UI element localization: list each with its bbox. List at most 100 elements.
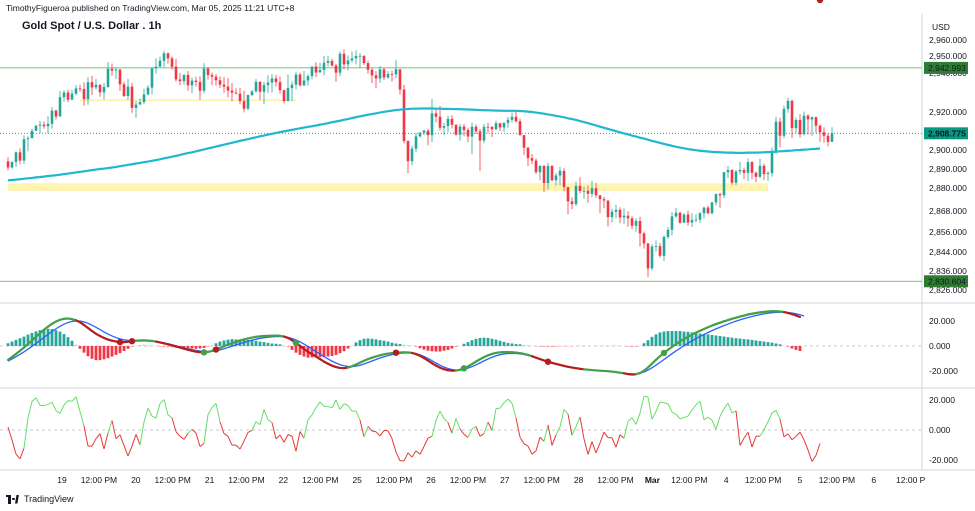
oscillator-segment [79, 411, 85, 427]
momentum-histogram-bar [122, 346, 126, 351]
candle-body [134, 104, 138, 108]
oscillator-segment [719, 408, 725, 417]
candle-body [62, 92, 66, 98]
oscillator-segment [83, 426, 89, 447]
oscillator-segment [215, 403, 221, 423]
momentum-histogram-bar [250, 340, 254, 346]
candle-body [94, 84, 98, 88]
oscillator-segment [255, 421, 261, 426]
candle-body [482, 126, 486, 141]
oscillator-segment [143, 407, 149, 423]
oscillator-segment [475, 426, 481, 437]
momentum-histogram-bar [538, 346, 542, 347]
momentum-histogram-bar [442, 346, 446, 351]
oscillator-segment [515, 417, 521, 438]
momentum-histogram-bar [50, 329, 54, 346]
momentum-histogram-bar [462, 343, 466, 346]
candle-body [182, 74, 186, 82]
oscillator-segment [599, 431, 605, 444]
momentum-histogram-bar [170, 346, 174, 348]
candle-body [214, 76, 218, 81]
candle-body [486, 126, 490, 128]
candle-body [266, 82, 270, 86]
candle-body [30, 130, 34, 139]
oscillator-segment [535, 437, 541, 451]
momentum-histogram-bar [22, 336, 26, 346]
time-tick-label: 20 [131, 475, 141, 485]
oscillator-segment [51, 402, 57, 411]
oscillator-segment [443, 418, 449, 424]
momentum-histogram-bar [642, 343, 646, 346]
candle-body [286, 88, 290, 102]
momentum-histogram-bar [722, 336, 726, 346]
momentum-histogram-bar [650, 336, 654, 346]
oscillator-segment [455, 418, 461, 430]
candle-body [498, 123, 502, 128]
candle-body [230, 90, 234, 93]
candle-body [386, 73, 390, 78]
momentum-histogram-bar [426, 346, 430, 351]
oscillator-segment [235, 444, 241, 450]
candle-body [406, 141, 410, 162]
momentum-cross-dot [816, 0, 824, 4]
candle-body [522, 135, 526, 148]
time-tick-label: 4 [724, 475, 729, 485]
oscillator-segment [11, 439, 17, 455]
momentum-histogram-bar [218, 341, 222, 346]
momentum-histogram-bar [266, 342, 270, 346]
momentum-histogram-bar [186, 346, 190, 349]
momentum-histogram-bar [562, 346, 566, 347]
oscillator-segment [411, 450, 417, 458]
momentum-histogram-bar [754, 340, 758, 346]
oscillator-segment [615, 434, 621, 448]
candle-body [466, 130, 470, 137]
candle-body [202, 68, 206, 91]
price-tick-label: 2,960.000 [929, 35, 967, 45]
oscillator-segment [759, 429, 765, 437]
oscillator-segment [195, 432, 201, 447]
candle-body [742, 169, 746, 173]
candle-body [638, 220, 642, 234]
candle-body [446, 118, 450, 127]
oscillator-segment [7, 427, 13, 441]
momentum-histogram-bar [330, 346, 334, 356]
candle-body [682, 214, 686, 223]
oscillator-segment [739, 437, 745, 446]
tradingview-brand[interactable]: TradingView [6, 494, 74, 504]
oscillator-tick-label: 20.000 [929, 395, 955, 405]
oscillator-segment [99, 433, 105, 450]
momentum-histogram-bar [342, 346, 346, 352]
oscillator-segment [247, 429, 253, 433]
oscillator-segment [527, 445, 533, 455]
momentum-histogram-bar [358, 340, 362, 346]
momentum-histogram-bar [674, 331, 678, 346]
candle-body [810, 117, 814, 120]
momentum-histogram-bar [734, 338, 738, 346]
oscillator-segment [131, 434, 137, 447]
oscillator-segment [347, 405, 353, 412]
oscillator-segment [303, 419, 309, 439]
momentum-histogram-bar [362, 338, 366, 346]
candle-body [430, 113, 434, 136]
momentum-histogram-bar [206, 346, 210, 347]
candle-body [70, 93, 74, 100]
time-tick-label: 12:00 PM [81, 475, 117, 485]
oscillator-segment [31, 397, 37, 402]
oscillator-segment [291, 436, 297, 452]
price-tick-label: 2,826.000 [929, 285, 967, 295]
momentum-histogram-bar [558, 346, 562, 347]
momentum-histogram-bar [106, 346, 110, 359]
oscillator-segment [375, 431, 381, 437]
oscillator-segment [795, 431, 801, 437]
currency-label[interactable]: USD [932, 22, 950, 32]
candle-body [766, 173, 770, 175]
momentum-histogram-bar [282, 345, 286, 346]
oscillator-segment [723, 402, 729, 410]
symbol-title[interactable]: Gold Spot / U.S. Dollar . 1h [22, 20, 162, 32]
oscillator-segment [663, 402, 669, 405]
oscillator-segment [379, 430, 385, 437]
momentum-histogram-bar [346, 346, 350, 349]
momentum-histogram-bar [130, 346, 134, 347]
oscillator-segment [355, 410, 361, 421]
